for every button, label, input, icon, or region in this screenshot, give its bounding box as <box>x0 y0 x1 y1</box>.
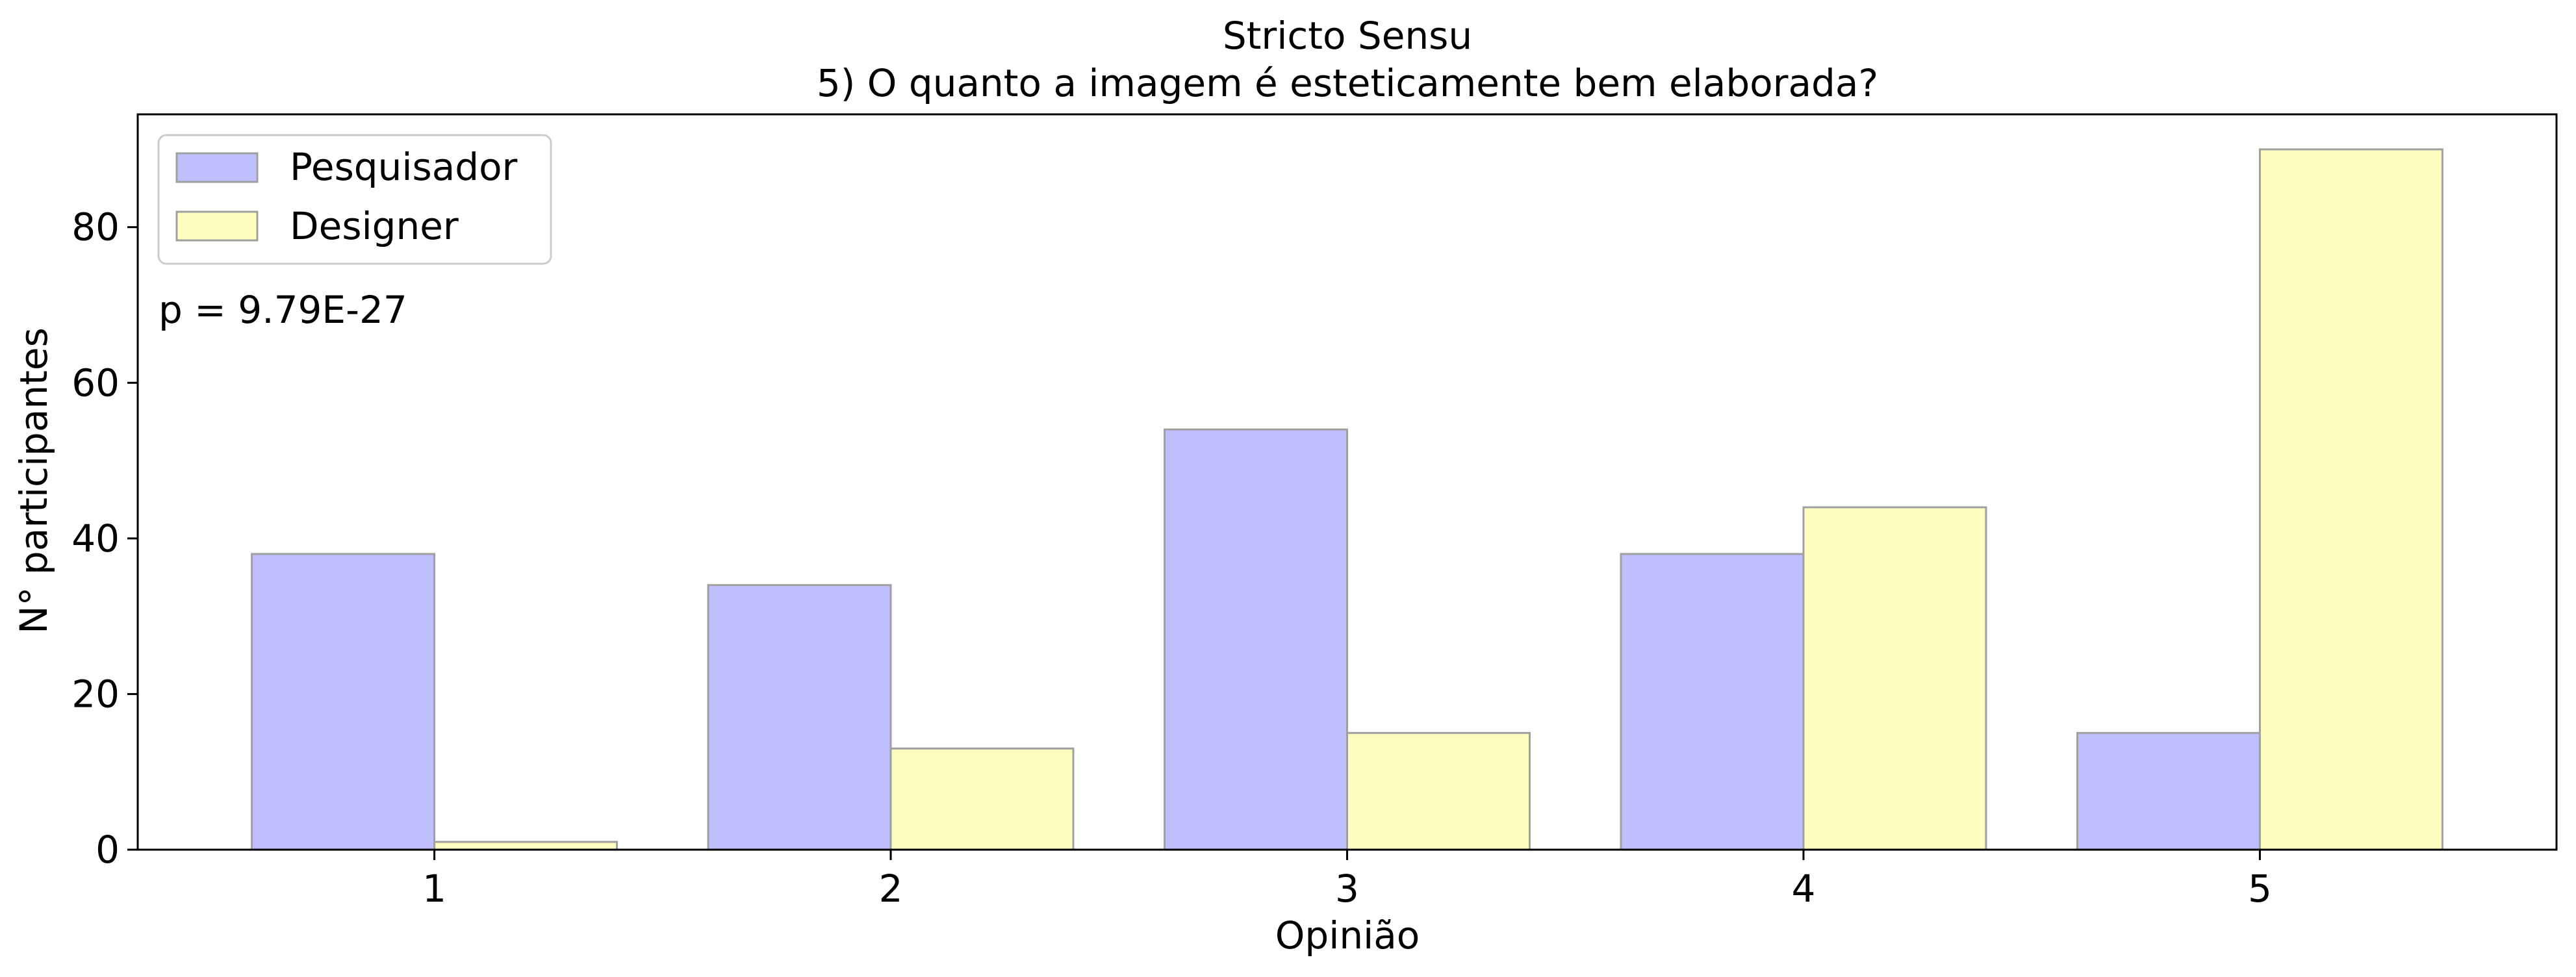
legend-swatch-designer <box>175 210 259 242</box>
p-value-annotation: p = 9.79E-27 <box>159 288 407 332</box>
y-tick-label: 0 <box>96 828 120 872</box>
bar-designer-2 <box>889 747 1075 851</box>
bar-pesquisador-3 <box>1164 428 1349 851</box>
x-tick-label: 2 <box>879 867 903 911</box>
x-axis-ticks: 1 2 3 4 5 <box>422 850 2272 911</box>
y-tick-label: 60 <box>71 361 120 405</box>
y-axis-ticks: 0 20 40 60 80 <box>71 205 138 872</box>
x-tick-label: 1 <box>422 867 446 911</box>
bar-designer-1 <box>433 841 618 851</box>
chart-subtitle: 5) O quanto a imagem é esteticamente bem… <box>817 61 1878 105</box>
bar-designer-4 <box>1802 506 1987 851</box>
legend-swatch-pesquisador <box>175 152 259 183</box>
legend-label-designer: Designer <box>290 204 459 248</box>
x-tick-label: 5 <box>2248 867 2272 911</box>
x-tick-label: 3 <box>1335 867 1359 911</box>
x-axis-label: Opinião <box>1275 913 1420 958</box>
bar-designer-5 <box>2258 148 2443 851</box>
bar-pesquisador-1 <box>251 553 436 851</box>
y-axis-label: N° participantes <box>12 327 56 634</box>
legend: Pesquisador Designer <box>157 134 552 265</box>
legend-label-pesquisador: Pesquisador <box>290 145 518 189</box>
bar-pesquisador-5 <box>2076 731 2261 851</box>
y-tick-label: 80 <box>71 205 120 249</box>
bar-pesquisador-4 <box>1620 553 1805 851</box>
y-tick-label: 20 <box>71 672 120 716</box>
bar-designer-3 <box>1346 731 1531 851</box>
chart-title: Stricto Sensu <box>1223 14 1472 58</box>
bar-pesquisador-2 <box>707 584 892 851</box>
bars-group <box>251 148 2443 851</box>
x-tick-label: 4 <box>1791 867 1815 911</box>
y-tick-label: 40 <box>71 516 120 561</box>
